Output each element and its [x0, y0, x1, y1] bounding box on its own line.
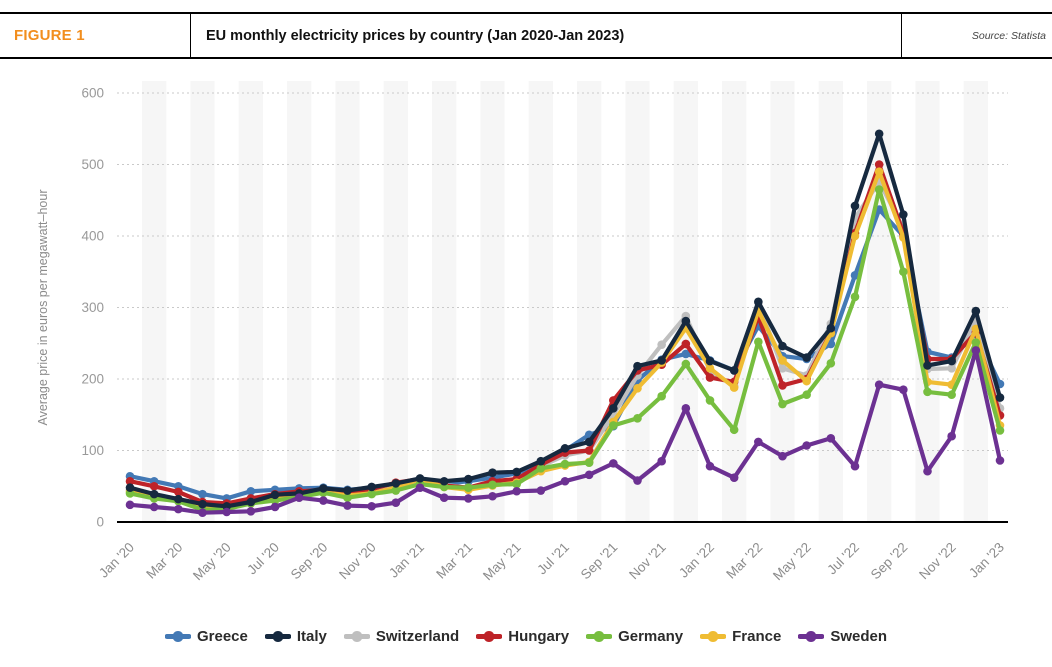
- legend-marker-icon: [586, 631, 613, 642]
- legend-item-switzerland: Switzerland: [343, 628, 460, 645]
- legend-item-germany: Germany: [586, 628, 683, 645]
- y-tick-label: 300: [81, 300, 104, 315]
- legend-item-hungary: Hungary: [476, 628, 569, 645]
- line-chart-canvas: 0 100 200 300 400 500 600 Average price in euro…: [36, 81, 1008, 584]
- legend-marker-icon: [476, 631, 503, 642]
- legend-marker-icon: [700, 631, 727, 642]
- line-chart: 0 100 200 300 400 500 600 Average price in euro…: [0, 60, 1052, 620]
- x-tick-label: Mar '20: [143, 540, 185, 582]
- legend-label: Switzerland: [375, 628, 460, 645]
- chart-line-sweden: [125, 346, 1005, 518]
- legend-label: Greece: [196, 628, 248, 645]
- x-tick-label: Jan '22: [676, 540, 717, 581]
- figure-header: FIGURE 1 EU monthly electricity prices b…: [0, 12, 1052, 59]
- header-divider-left: [190, 14, 191, 57]
- figure-title: EU monthly electricity prices by country…: [206, 27, 625, 44]
- legend-marker-icon: [264, 631, 291, 642]
- legend-item-italy: Italy: [264, 628, 327, 645]
- legend-item-greece: Greece: [164, 628, 248, 645]
- y-tick-label: 500: [81, 157, 104, 172]
- x-tick-label: Jul '20: [244, 540, 282, 578]
- header-divider-right: [901, 14, 902, 57]
- legend-marker-icon: [164, 631, 191, 642]
- y-axis-title: Average price in euros per megawatt–hour: [36, 189, 50, 425]
- gridlines: 0 100 200 300 400 500 600: [81, 86, 1008, 530]
- figure-source-cell: Source: Statista: [902, 14, 1052, 57]
- x-tick-label: Nov '21: [626, 540, 669, 583]
- y-tick-label: 400: [81, 229, 104, 244]
- x-tick-label: Jul '22: [824, 540, 862, 578]
- legend-label: Germany: [618, 628, 684, 645]
- legend-label: Italy: [296, 628, 327, 645]
- x-tick-label: Nov '20: [336, 540, 379, 583]
- x-tick-label: Nov '22: [916, 540, 959, 583]
- x-tick-label: May '22: [770, 540, 814, 584]
- x-tick-label: Jan '21: [386, 540, 427, 581]
- figure-source: Source: Statista: [971, 29, 1046, 42]
- x-tick-label: Jul '21: [534, 540, 572, 578]
- x-tick-label: Sep '20: [288, 540, 331, 583]
- figure-title-cell: EU monthly electricity prices by country…: [191, 14, 901, 57]
- x-tick-labels: Jan '20 Mar '20 May '20 Jul '20 Sep '20 Nov '…: [96, 540, 1007, 584]
- x-tick-label: Jan '20: [96, 540, 137, 581]
- legend-label: Sweden: [830, 628, 888, 645]
- legend-marker-icon: [798, 631, 825, 642]
- x-tick-label: May '20: [190, 540, 234, 584]
- y-tick-label: 100: [81, 443, 104, 458]
- x-tick-label: Mar '21: [433, 540, 475, 582]
- figure-label-cell: FIGURE 1: [0, 14, 190, 57]
- x-tick-label: Sep '21: [578, 540, 621, 583]
- legend-label: France: [732, 628, 782, 645]
- chart-legend: Greece Italy Switzerland Hungary Germany Fran…: [0, 628, 1052, 645]
- legend-item-sweden: Sweden: [798, 628, 887, 645]
- x-tick-label: May '21: [480, 540, 524, 584]
- y-tick-label: 0: [96, 515, 104, 530]
- figure-label: FIGURE 1: [14, 27, 85, 44]
- y-tick-label: 200: [81, 372, 104, 387]
- x-tick-label: Mar '22: [723, 540, 765, 582]
- background-bands: [142, 81, 988, 522]
- x-tick-label: Jan '23: [966, 540, 1007, 581]
- x-tick-label: Sep '22: [868, 540, 911, 583]
- legend-marker-icon: [343, 631, 370, 642]
- y-tick-label: 600: [81, 86, 104, 101]
- legend-label: Hungary: [508, 628, 570, 645]
- legend-item-france: France: [700, 628, 781, 645]
